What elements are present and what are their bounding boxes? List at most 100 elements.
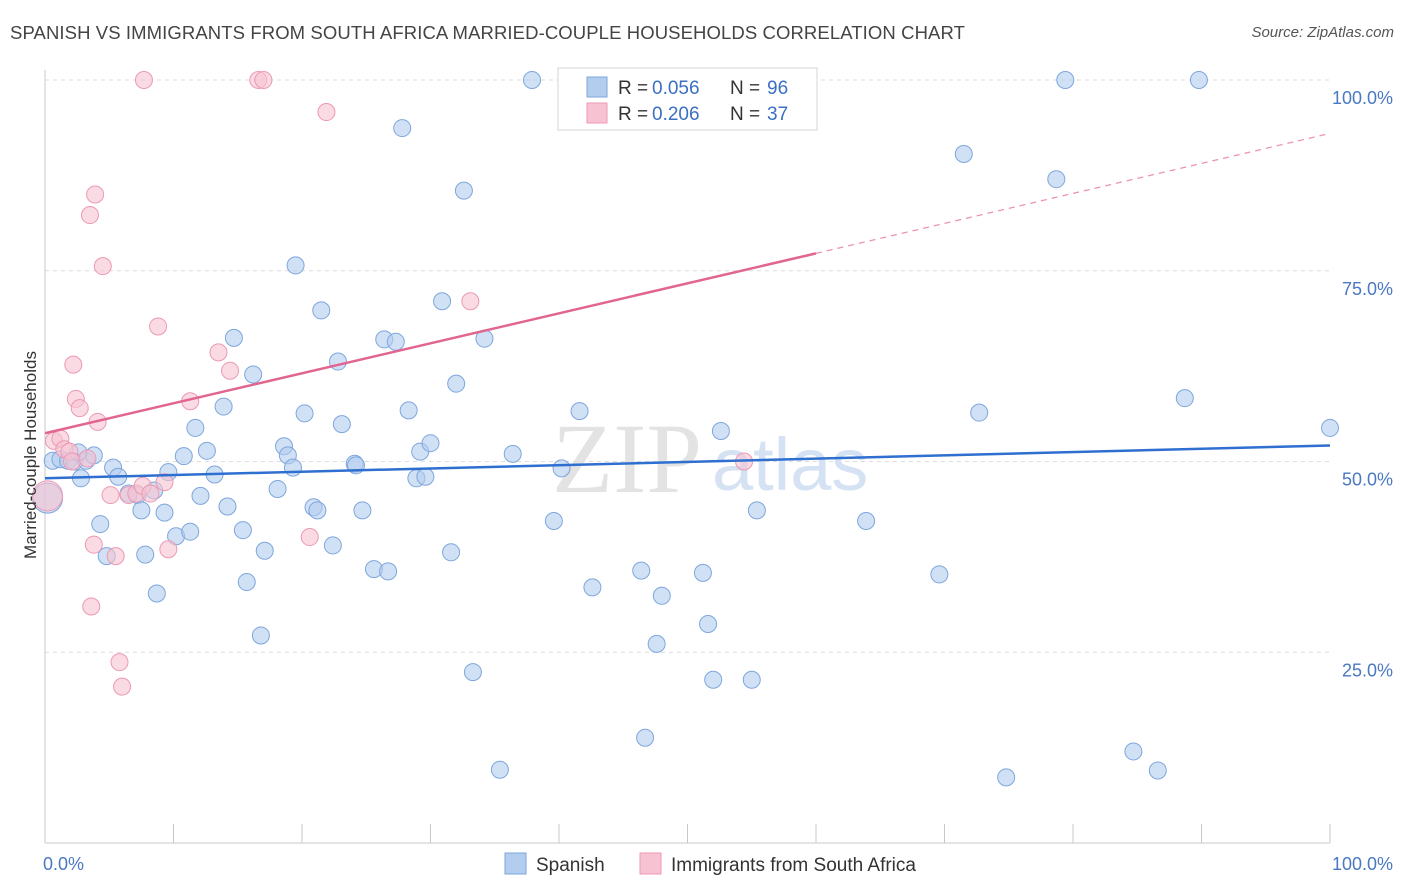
legend-r-value-spanish: 0.056 xyxy=(652,78,700,99)
x-tick-label: 100.0% xyxy=(1332,854,1393,874)
spanish-point xyxy=(742,670,761,689)
spanish-point xyxy=(224,328,243,347)
spanish-point xyxy=(244,365,263,384)
south-africa-point xyxy=(317,103,336,122)
spanish-point xyxy=(155,503,174,522)
watermark-atlas: atlas xyxy=(712,423,868,506)
spanish-trend-line xyxy=(44,444,1331,480)
series-legend: Spanish Immigrants from South Africa xyxy=(504,852,916,876)
spanish-point xyxy=(632,561,651,580)
spanish-point xyxy=(237,573,256,592)
y-tick-label: 50.0% xyxy=(1342,470,1393,490)
spanish-point xyxy=(503,444,522,463)
south-africa-point xyxy=(159,540,178,559)
spanish-point xyxy=(353,501,372,520)
spanish-point xyxy=(490,760,509,779)
spanish-point xyxy=(1124,742,1143,761)
spanish-point xyxy=(421,434,440,453)
south-africa-point xyxy=(221,361,240,380)
spanish-point xyxy=(147,584,166,603)
y-axis-label: Married-couple Households xyxy=(21,351,40,559)
spanish-point xyxy=(1056,71,1075,89)
spanish-point xyxy=(747,501,766,520)
south-africa-point xyxy=(86,185,105,204)
spanish-point xyxy=(379,562,398,581)
spanish-point xyxy=(174,447,193,466)
spanish-point xyxy=(647,634,666,653)
south-africa-point xyxy=(110,653,129,672)
south-africa-point xyxy=(149,317,168,336)
south-africa-point xyxy=(62,452,81,471)
spanish-point xyxy=(1189,71,1208,89)
south-africa-point xyxy=(64,355,83,374)
spanish-point xyxy=(186,418,205,437)
chart-title: SPANISH VS IMMIGRANTS FROM SOUTH AFRICA … xyxy=(10,22,965,43)
x-tick-label: 0.0% xyxy=(43,854,84,874)
legend-r-value-south-africa: 0.206 xyxy=(652,104,700,125)
spanish-point xyxy=(132,501,151,520)
spanish-point xyxy=(323,536,342,555)
spanish-point xyxy=(552,459,571,478)
south-africa-point xyxy=(106,547,125,566)
spanish-point xyxy=(191,486,210,505)
south-africa-point xyxy=(461,292,480,311)
spanish-point xyxy=(442,543,461,562)
spanish-point xyxy=(181,522,200,541)
spanish-point xyxy=(214,397,233,416)
spanish-point xyxy=(954,145,973,164)
south-africa-point xyxy=(80,206,99,225)
legend-swatch-spanish xyxy=(586,76,608,98)
source-label: Source: ZipAtlas.com xyxy=(1251,24,1394,41)
spanish-point xyxy=(255,541,274,560)
spanish-point xyxy=(523,71,542,89)
spanish-point xyxy=(711,421,730,440)
watermark-zip: ZIP xyxy=(552,403,702,514)
legend-n-value-south-africa: 37 xyxy=(767,104,788,125)
south-africa-point xyxy=(209,343,228,362)
series-legend-label-spanish: Spanish xyxy=(536,855,605,876)
south-africa-point xyxy=(113,677,132,696)
spanish-point xyxy=(416,467,435,486)
spanish-point xyxy=(570,402,589,421)
spanish-point xyxy=(447,374,466,393)
south-africa-point xyxy=(300,528,319,547)
spanish-point xyxy=(332,415,351,434)
south-africa-point xyxy=(254,71,273,89)
spanish-point xyxy=(136,545,155,564)
legend-r-label-spanish: R = xyxy=(618,78,648,99)
y-tick-label: 75.0% xyxy=(1342,279,1393,299)
south-africa-point xyxy=(141,484,160,503)
spanish-point xyxy=(1175,389,1194,408)
spanish-point xyxy=(433,292,452,311)
spanish-point xyxy=(91,515,110,534)
spanish-point xyxy=(583,578,602,597)
tick-labels: 25.0% 50.0% 75.0% 100.0% 0.0% 100.0% xyxy=(43,88,1393,874)
legend-r-label-south-africa: R = xyxy=(618,104,648,125)
legend-swatch-south-africa xyxy=(586,102,608,124)
south-africa-point xyxy=(32,480,64,512)
spanish-point xyxy=(704,670,723,689)
spanish-point xyxy=(386,332,405,351)
south-africa-trend-line xyxy=(44,252,817,435)
spanish-point xyxy=(218,497,237,516)
spanish-point xyxy=(857,512,876,531)
spanish-point xyxy=(284,458,303,477)
series-legend-swatch-spanish xyxy=(504,852,527,875)
south-africa-point xyxy=(78,449,97,468)
south-africa-point xyxy=(101,486,120,505)
spanish-point xyxy=(1148,761,1167,780)
spanish-point xyxy=(295,404,314,423)
data-points xyxy=(32,71,1339,787)
spanish-point xyxy=(544,512,563,531)
spanish-point xyxy=(286,256,305,275)
south-africa-point xyxy=(82,597,101,616)
legend-n-label-south-africa: N = xyxy=(730,104,760,125)
y-tick-label: 25.0% xyxy=(1342,660,1393,680)
spanish-point xyxy=(636,728,655,747)
correlation-legend: R = 0.056 N = 96 R = 0.206 N = 37 xyxy=(557,67,818,131)
series-legend-label-south-africa: Immigrants from South Africa xyxy=(671,855,916,876)
south-africa-point xyxy=(84,535,103,554)
spanish-point xyxy=(699,615,718,634)
spanish-point xyxy=(970,403,989,422)
